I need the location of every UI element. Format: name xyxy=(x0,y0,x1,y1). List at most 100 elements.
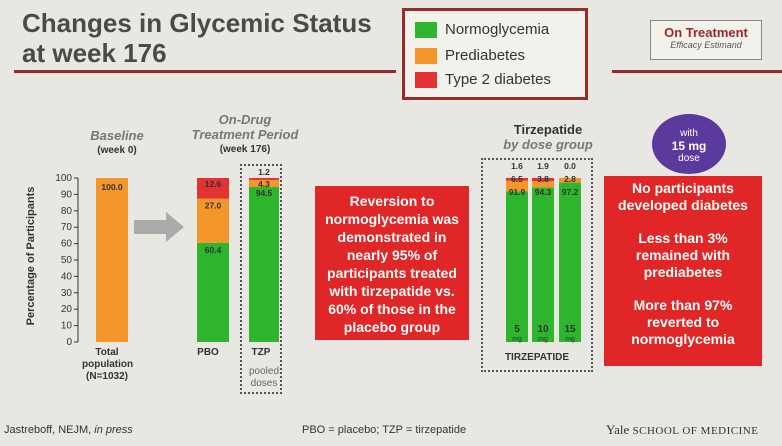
tirzepatide-dose-outline xyxy=(481,158,593,372)
y-tick-label: 90 xyxy=(61,189,73,200)
dose-group-title-2: by dose group xyxy=(503,137,593,152)
bar-segment-normoglycemia xyxy=(249,187,279,342)
legend-swatch-green xyxy=(415,21,437,38)
callout-point-3: More than 97% reverted to normoglycemia xyxy=(631,297,735,347)
x-label-total-1: Total xyxy=(95,347,119,358)
x-label-tzp: TZP xyxy=(251,347,271,358)
x-label-pooled-2: doses xyxy=(250,378,278,389)
title-line-1: Changes in Glycemic Status xyxy=(22,8,372,38)
legend-label: Prediabetes xyxy=(445,47,526,64)
data-label-normo: 60.4 xyxy=(205,245,222,255)
x-label-pbo: PBO xyxy=(197,347,219,358)
dose-label: 10 xyxy=(537,324,549,335)
bar-segment-normoglycemia xyxy=(506,191,528,342)
citation-author: Jastreboff, NEJM, xyxy=(4,424,92,436)
data-label-t2d: 12.6 xyxy=(205,179,222,189)
baseline-header: Baseline (week 0) xyxy=(72,128,162,156)
dose-group-title-1: Tirzepatide xyxy=(513,122,583,137)
data-label-prediabetes: 4.3 xyxy=(258,179,270,189)
bar-segment-type-2-diabetes xyxy=(197,178,229,199)
legend-label: Normoglycemia xyxy=(445,21,550,38)
arrow-graphic xyxy=(134,212,184,242)
y-tick-label: 20 xyxy=(61,304,73,315)
ondrug-subtitle: (week 176) xyxy=(219,144,271,155)
dose-unit-label: mg xyxy=(512,336,522,343)
legend-swatch-red xyxy=(415,71,437,88)
ondrug-header: On-Drug Treatment Period (week 176) xyxy=(180,112,310,155)
data-label-t2d: 1.2 xyxy=(258,167,270,177)
bar-segment-normoglycemia xyxy=(197,242,229,342)
dose-label: 5 xyxy=(514,324,520,335)
title-divider-right xyxy=(612,70,782,73)
dose-unit-label: mg xyxy=(565,336,575,343)
data-label-prediabetes: 27.0 xyxy=(205,201,222,211)
badge-line-3: dose xyxy=(678,153,700,164)
legend-item-type2-diabetes: Type 2 diabetes xyxy=(415,71,551,88)
bar-segment-type-2-diabetes xyxy=(532,178,554,182)
on-treatment-title: On Treatment xyxy=(664,25,748,40)
x-label-pooled: pooled doses xyxy=(242,366,286,390)
bar-segment-prediabetes xyxy=(506,180,528,192)
x-label-pooled-1: pooled xyxy=(248,366,280,377)
data-label-normo: 94.3 xyxy=(535,187,552,197)
bar-segment-prediabetes xyxy=(197,198,229,243)
data-label-normo: 91.9 xyxy=(509,187,526,197)
bar-segment-type-2-diabetes xyxy=(506,178,528,181)
data-label-prediabetes: 6.5 xyxy=(511,174,523,184)
abbreviation-note: PBO = placebo; TZP = tirzepatide xyxy=(302,424,467,436)
title-line-2: at week 176 xyxy=(22,38,167,68)
data-label-t2d: 1.9 xyxy=(537,161,549,171)
legend-item-prediabetes: Prediabetes xyxy=(415,47,525,64)
yale-school-text: SCHOOL OF MEDICINE xyxy=(632,425,759,437)
y-tick-label: 30 xyxy=(61,288,73,299)
bar-segment-prediabetes xyxy=(249,179,279,188)
baseline-subtitle: (week 0) xyxy=(97,145,137,156)
dose-badge: with 15 mg dose xyxy=(652,114,726,174)
yale-logo: Yale SCHOOL OF MEDICINE xyxy=(606,422,758,438)
yale-wordmark: Yale xyxy=(606,422,630,437)
center-callout-box: Reversion to normoglycemia was demonstra… xyxy=(315,186,469,340)
y-tick-label: 80 xyxy=(61,206,73,217)
data-label-t2d: 0.0 xyxy=(564,161,576,171)
x-label-total-2: population xyxy=(82,359,134,370)
legend-label: Type 2 diabetes xyxy=(445,71,551,88)
citation: Jastreboff, NEJM, in press xyxy=(4,424,133,436)
bar-segment-normoglycemia xyxy=(559,182,581,342)
dose-group-header: Tirzepatide by dose group xyxy=(478,122,618,152)
ondrug-title-1: On-Drug xyxy=(218,112,272,127)
y-tick-label: 10 xyxy=(61,321,73,332)
badge-line-2: 15 mg xyxy=(671,139,707,153)
data-label-prediabetes: 100.0 xyxy=(101,182,123,192)
legend-swatch-orange xyxy=(415,47,437,64)
right-callout-box: No participants developed diabetes Less … xyxy=(604,176,762,366)
tzp-pooled-outline xyxy=(240,164,282,394)
on-treatment-box: On Treatment Efficacy Estimand xyxy=(650,20,762,60)
y-tick-label: 70 xyxy=(61,222,73,233)
data-label-normo: 94.5 xyxy=(256,188,273,198)
y-tick-label: 60 xyxy=(61,239,73,250)
legend: Normoglycemia Prediabetes Type 2 diabete… xyxy=(402,8,588,100)
x-label-total-3: (N=1032) xyxy=(86,371,128,382)
y-tick-label: 50 xyxy=(61,255,73,266)
data-label-normo: 97.2 xyxy=(562,187,579,197)
efficacy-estimand-label: Efficacy Estimand xyxy=(670,40,742,50)
y-tick-label: 0 xyxy=(66,337,72,348)
page-title: Changes in Glycemic Status at week 176 xyxy=(22,8,372,68)
data-label-t2d: 1.6 xyxy=(511,161,523,171)
chart-bars: 100.0 12.627.060.41.24.394.51.66.591.95mg… xyxy=(96,161,581,343)
legend-item-normoglycemia: Normoglycemia xyxy=(415,21,549,38)
bar-segment-prediabetes xyxy=(559,178,581,183)
x-label-tirzepatide: TIRZEPATIDE xyxy=(504,352,570,363)
callout-point-1: No participants developed diabetes xyxy=(618,180,748,213)
y-tick-label: 40 xyxy=(61,271,73,282)
data-label-prediabetes: 3.8 xyxy=(537,174,549,184)
callout-point-2: Less than 3% remained with prediabetes xyxy=(635,230,731,280)
ondrug-title-2: Treatment Period xyxy=(191,127,299,142)
bar-segment-normoglycemia xyxy=(532,187,554,342)
dose-label: 15 xyxy=(564,324,576,335)
baseline-title: Baseline xyxy=(90,128,144,143)
badge-line-1: with xyxy=(680,128,698,139)
bar-segment-prediabetes xyxy=(96,178,128,342)
